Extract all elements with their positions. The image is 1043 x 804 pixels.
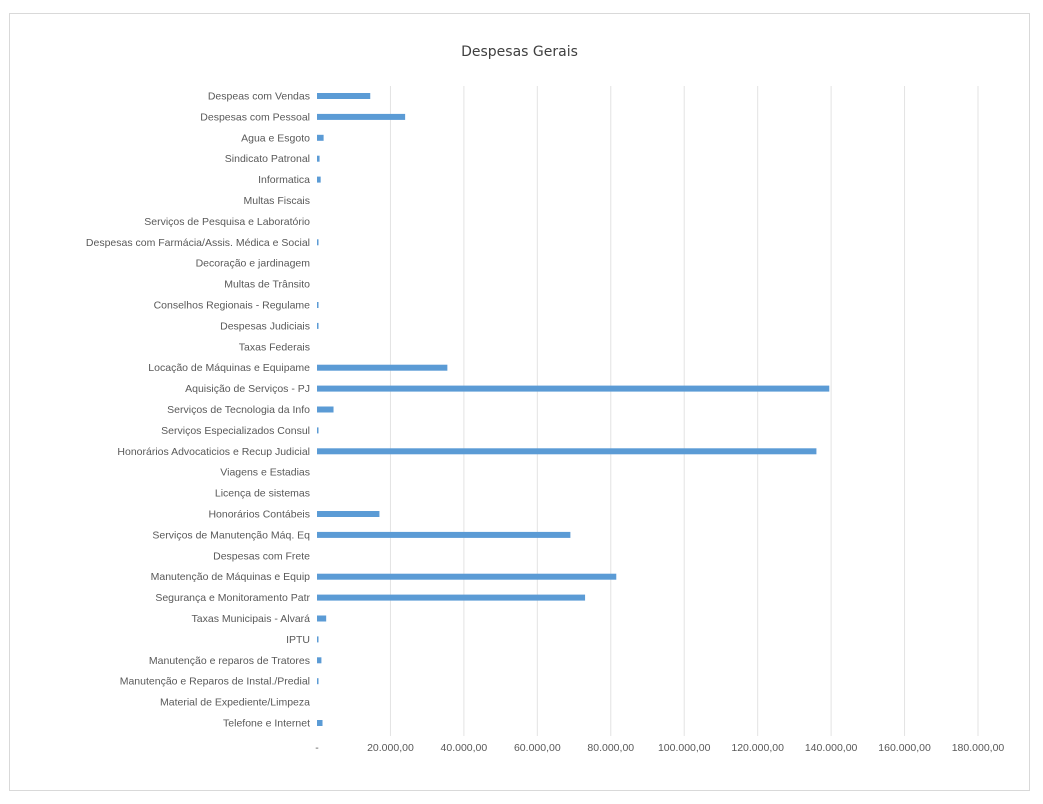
x-tick-labels: - 20.000,00 40.000,00 60.000,00 80.000,00 100… xyxy=(315,742,1004,754)
category-label: Manutenção e Reparos de Instal./Predial xyxy=(120,676,310,688)
category-label: Despesas Judiciais xyxy=(220,320,310,332)
category-label: Informatica xyxy=(258,174,310,186)
x-tick-label: 100.000,00 xyxy=(658,742,711,754)
x-tick-label: 20.000,00 xyxy=(367,742,414,754)
category-label: Locação de Máquinas e Equipame xyxy=(148,362,310,374)
x-tick-label: 140.000,00 xyxy=(805,742,858,754)
x-tick-label: 160.000,00 xyxy=(878,742,931,754)
bars xyxy=(317,93,830,726)
category-label: Multas Fiscais xyxy=(243,195,310,207)
bar xyxy=(317,322,319,329)
x-tick-label: 40.000,00 xyxy=(441,742,488,754)
bar xyxy=(317,615,327,622)
category-label: Aquisição de Serviços - PJ xyxy=(185,383,310,395)
category-label: Despesas com Frete xyxy=(213,550,310,562)
category-label: Material de Expediente/Limpeza xyxy=(160,697,310,709)
category-label: Decoração e jardinagem xyxy=(196,258,311,270)
bar xyxy=(317,239,319,246)
category-label: Agua e Esgoto xyxy=(241,132,310,144)
category-label: Licença de sistemas xyxy=(215,488,310,500)
bar xyxy=(317,573,617,580)
x-tick-label: 80.000,00 xyxy=(587,742,634,754)
category-label: Sindicato Patronal xyxy=(225,153,310,165)
bar xyxy=(317,385,830,392)
bar xyxy=(317,134,324,141)
category-label: Despeas com Vendas xyxy=(208,91,310,103)
category-label: Conselhos Regionais - Regulame xyxy=(154,300,311,312)
category-label: Serviços de Manutenção Máq. Eq xyxy=(152,529,310,541)
bar xyxy=(317,427,319,434)
category-label: Serviços de Pesquisa e Laboratório xyxy=(144,216,310,228)
bar xyxy=(317,657,322,664)
category-label: Honorários Advocaticios e Recup Judicial xyxy=(117,446,310,458)
category-label: Despesas com Pessoal xyxy=(200,111,310,123)
category-label: Despesas com Farmácia/Assis. Médica e So… xyxy=(86,237,310,249)
x-tick-label: 60.000,00 xyxy=(514,742,561,754)
category-labels: Despeas com Vendas Despesas com Pessoal Ag… xyxy=(86,91,311,730)
x-tick-label: 180.000,00 xyxy=(952,742,1005,754)
bar xyxy=(317,155,320,162)
bar xyxy=(317,176,321,183)
x-tick-label: 120.000,00 xyxy=(731,742,784,754)
category-label: Manutenção de Máquinas e Equip xyxy=(151,571,311,583)
category-label: Telefone e Internet xyxy=(223,718,310,730)
bar xyxy=(317,678,319,685)
category-label: Taxas Municipais - Alvará xyxy=(192,613,311,625)
bar xyxy=(317,636,319,643)
category-label: Manutenção e reparos de Tratores xyxy=(149,655,310,667)
category-label: Viagens e Estadias xyxy=(220,467,310,479)
bar xyxy=(317,406,334,413)
chart-title: Despesas Gerais xyxy=(461,44,578,60)
category-label: IPTU xyxy=(286,634,310,646)
category-label: Serviços de Tecnologia da Info xyxy=(167,404,310,416)
bar xyxy=(317,720,323,726)
bar xyxy=(317,113,406,120)
x-tick-label: - xyxy=(315,742,319,754)
category-label: Taxas Federais xyxy=(239,341,310,353)
bar xyxy=(317,364,448,371)
category-label: Multas de Trânsito xyxy=(224,279,310,291)
bar xyxy=(317,511,380,517)
bar xyxy=(317,93,371,99)
bar xyxy=(317,302,319,308)
category-label: Segurança e Monitoramento Patr xyxy=(155,592,310,604)
bar xyxy=(317,448,817,455)
bar xyxy=(317,531,571,538)
gridlines xyxy=(389,86,979,736)
category-label: Honorários Contábeis xyxy=(208,509,310,521)
chart-area: Despesas Gerais xyxy=(9,13,1030,791)
category-label: Serviços Especializados Consul xyxy=(161,425,310,437)
bar xyxy=(317,594,586,601)
